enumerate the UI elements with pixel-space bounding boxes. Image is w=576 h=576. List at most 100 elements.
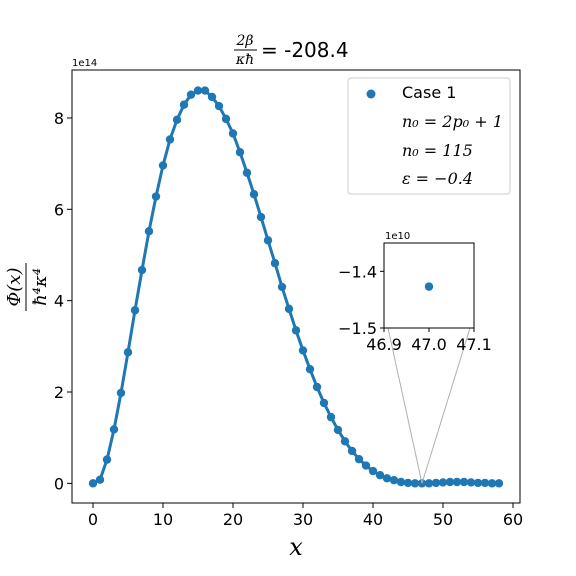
- data-point: [158, 161, 168, 170]
- data-point: [480, 478, 490, 488]
- data-point: [228, 129, 238, 138]
- data-point: [235, 148, 245, 157]
- title-numerator: 2β: [235, 33, 253, 49]
- data-point: [459, 477, 469, 487]
- data-point: [333, 425, 343, 435]
- title-value: = -208.4: [261, 38, 349, 62]
- zoom-line-left: [387, 327, 423, 484]
- data-point: [473, 478, 483, 488]
- data-point: [95, 475, 105, 484]
- inset-y-tick-label: −1.4: [338, 262, 377, 281]
- x-tick-label: 50: [433, 510, 453, 529]
- inset-x-tick-label: 47.1: [456, 335, 492, 354]
- data-point: [403, 478, 413, 488]
- data-point: [256, 212, 266, 222]
- data-point: [102, 455, 112, 464]
- data-point: [312, 382, 322, 392]
- data-point: [424, 479, 434, 488]
- y-label-numerator: Φ(x): [4, 268, 25, 307]
- data-point: [137, 265, 147, 275]
- data-point: [298, 346, 308, 355]
- data-point: [361, 461, 371, 470]
- data-point: [165, 135, 175, 144]
- y-label-denominator: ħ⁴κ⁴: [30, 268, 51, 306]
- data-point: [487, 479, 497, 488]
- data-point: [396, 477, 406, 487]
- y-tick-label: 6: [54, 200, 64, 219]
- series-case-1: [88, 86, 504, 488]
- y-offset-text: 1e14: [72, 58, 97, 69]
- chart-title: 2β κħ = -208.4: [234, 33, 349, 68]
- inset-offset-text: 1e10: [385, 231, 410, 242]
- plot-frame: [71, 69, 521, 504]
- x-axis-label: x: [289, 533, 303, 561]
- x-tick-label: 10: [153, 510, 173, 529]
- data-point: [291, 326, 301, 335]
- data-point: [200, 86, 210, 95]
- data-point: [270, 259, 280, 268]
- y-tick-label: 4: [54, 292, 64, 311]
- data-point: [193, 86, 203, 95]
- data-point: [410, 479, 420, 488]
- title-denominator: κħ: [235, 52, 254, 68]
- data-point: [179, 100, 189, 109]
- data-point: [172, 115, 182, 124]
- zoom-line-right: [421, 327, 471, 484]
- x-tick-label: 0: [88, 510, 98, 529]
- legend-line-2: n₀ = 115: [402, 141, 473, 160]
- legend-box: [347, 77, 511, 195]
- zoom-connector-lines: [387, 327, 471, 484]
- legend: Case 1 n₀ = 2p₀ + 1 n₀ = 115 ε = −0.4: [347, 77, 511, 195]
- data-point: [347, 446, 357, 456]
- y-axis-label: Φ(x) ħ⁴κ⁴: [4, 263, 51, 311]
- y-tick-label: 8: [54, 109, 64, 128]
- data-point: [116, 388, 126, 398]
- data-point: [151, 192, 161, 201]
- data-point: [277, 282, 287, 292]
- data-point: [207, 92, 217, 102]
- inset-zoom: 1e10 46.9 47.0 47.1 −1.4 −1.5: [338, 231, 492, 354]
- legend-marker: [366, 89, 376, 99]
- data-point: [466, 478, 476, 487]
- data-point: [354, 454, 364, 464]
- data-point: [368, 466, 378, 476]
- data-point: [284, 304, 294, 314]
- data-point: [431, 478, 441, 488]
- data-point: [375, 470, 385, 480]
- x-tick-label: 30: [293, 510, 313, 529]
- y-tick-label: 0: [54, 474, 64, 493]
- data-point: [221, 114, 231, 124]
- legend-entry-case-1: Case 1: [402, 83, 456, 102]
- data-point: [438, 478, 448, 487]
- data-point: [305, 364, 315, 374]
- data-point: [417, 479, 427, 488]
- data-point: [242, 168, 252, 177]
- data-point: [109, 425, 119, 434]
- x-tick-label: 40: [363, 510, 383, 529]
- x-axis-ticks: 0 10 20 30 40 50 60: [88, 503, 523, 529]
- data-point: [130, 306, 140, 315]
- inset-x-tick-label: 46.9: [366, 335, 402, 354]
- data-point: [88, 479, 98, 488]
- data-point: [123, 348, 133, 357]
- x-tick-label: 20: [223, 510, 243, 529]
- data-point: [340, 437, 350, 446]
- x-tick-label: 60: [503, 510, 523, 529]
- data-point: [452, 477, 462, 487]
- data-point: [144, 227, 154, 236]
- data-point: [445, 477, 455, 487]
- y-tick-label: 2: [54, 383, 64, 402]
- data-point: [214, 101, 224, 111]
- data-point: [389, 475, 399, 485]
- data-point: [494, 479, 504, 488]
- data-point: [263, 236, 273, 245]
- data-point: [382, 474, 392, 483]
- data-point: [249, 190, 259, 199]
- data-point: [326, 412, 336, 422]
- data-point: [319, 398, 329, 408]
- legend-line-3: ε = −0.4: [402, 169, 473, 188]
- legend-line-1: n₀ = 2p₀ + 1: [402, 112, 503, 131]
- inset-x-tick-label: 47.0: [411, 335, 447, 354]
- inset-data-point: [424, 282, 434, 291]
